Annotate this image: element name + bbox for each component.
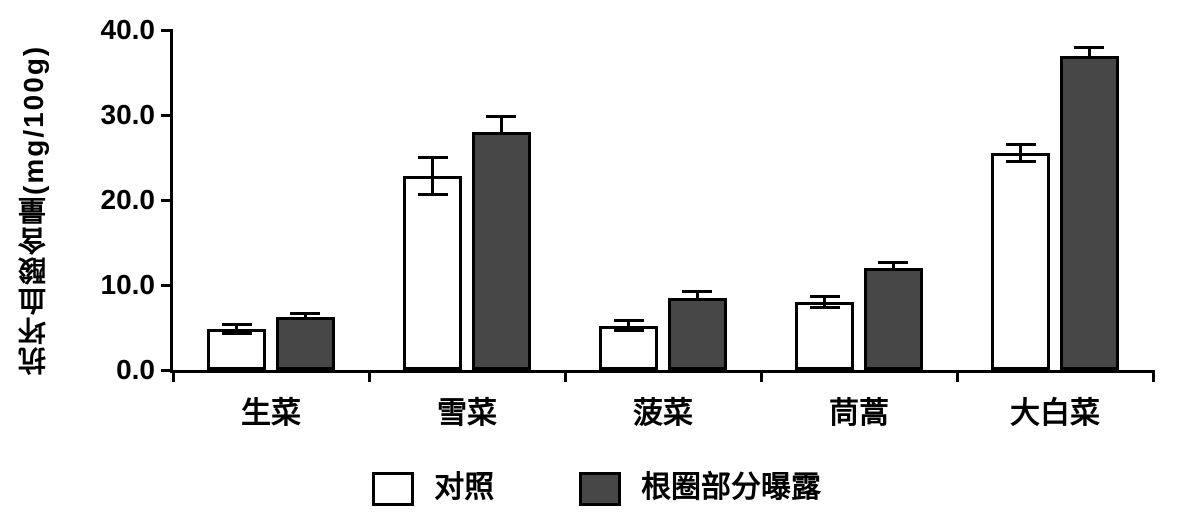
x-tick [172,370,175,382]
bar-treatment [1060,56,1119,371]
error-bar-cap [1074,46,1104,49]
x-category-label: 生菜 [241,388,301,432]
y-tick-label: 10.0 [101,269,174,301]
bar-treatment [864,268,923,370]
x-tick [368,370,371,382]
error-bar-cap [222,323,252,326]
chart-container: 抗坏血酸含量(mg/100g) 0.010.020.030.040.0生菜雪菜菠… [0,0,1193,526]
y-tick-label: 20.0 [101,184,174,216]
legend: 对照 根圈部分曝露 [0,462,1193,506]
y-tick-label: 40.0 [101,14,174,46]
x-tick [956,370,959,382]
legend-label-treatment: 根圈部分曝露 [641,471,821,504]
bar-control [599,326,658,370]
legend-item-treatment: 根圈部分曝露 [579,462,821,506]
error-bar-cap [418,156,448,159]
error-bar-cap [222,332,252,335]
legend-item-control: 对照 [372,462,494,506]
legend-swatch-treatment [579,472,621,506]
bar-treatment [668,298,727,370]
error-bar-cap [810,306,840,309]
x-category-label: 雪菜 [437,388,497,432]
bar-control [403,176,462,370]
error-bar-cap [1006,143,1036,146]
y-axis-label: 抗坏血酸含量(mg/100g) [14,40,54,380]
error-bar-cap [486,115,516,118]
error-bar-cap [614,319,644,322]
error-bar-stem [431,158,434,195]
error-bar-cap [418,193,448,196]
bar-control [991,153,1050,370]
x-tick [1152,370,1155,382]
legend-label-control: 对照 [434,471,494,504]
bar-control [207,329,266,370]
plot-area: 0.010.020.030.040.0生菜雪菜菠菜茼蒿大白菜 [170,30,1153,373]
x-category-label: 菠菜 [633,388,693,432]
error-bar-cap [810,295,840,298]
x-category-label: 茼蒿 [829,388,889,432]
x-tick [760,370,763,382]
bar-treatment [472,132,531,370]
legend-swatch-control [372,472,414,506]
error-bar-stem [500,117,503,132]
bar-control [795,302,854,370]
x-category-label: 大白菜 [1010,388,1100,432]
error-bar-cap [878,261,908,264]
error-bar-cap [290,312,320,315]
error-bar-stem [1019,145,1022,162]
y-tick-label: 0.0 [116,354,173,386]
x-tick [564,370,567,382]
error-bar-cap [1006,160,1036,163]
bar-treatment [276,317,335,370]
error-bar-cap [682,290,712,293]
error-bar-cap [614,329,644,332]
plot-region: 0.010.020.030.040.0生菜雪菜菠菜茼蒿大白菜 [170,30,1150,370]
y-tick-label: 30.0 [101,99,174,131]
